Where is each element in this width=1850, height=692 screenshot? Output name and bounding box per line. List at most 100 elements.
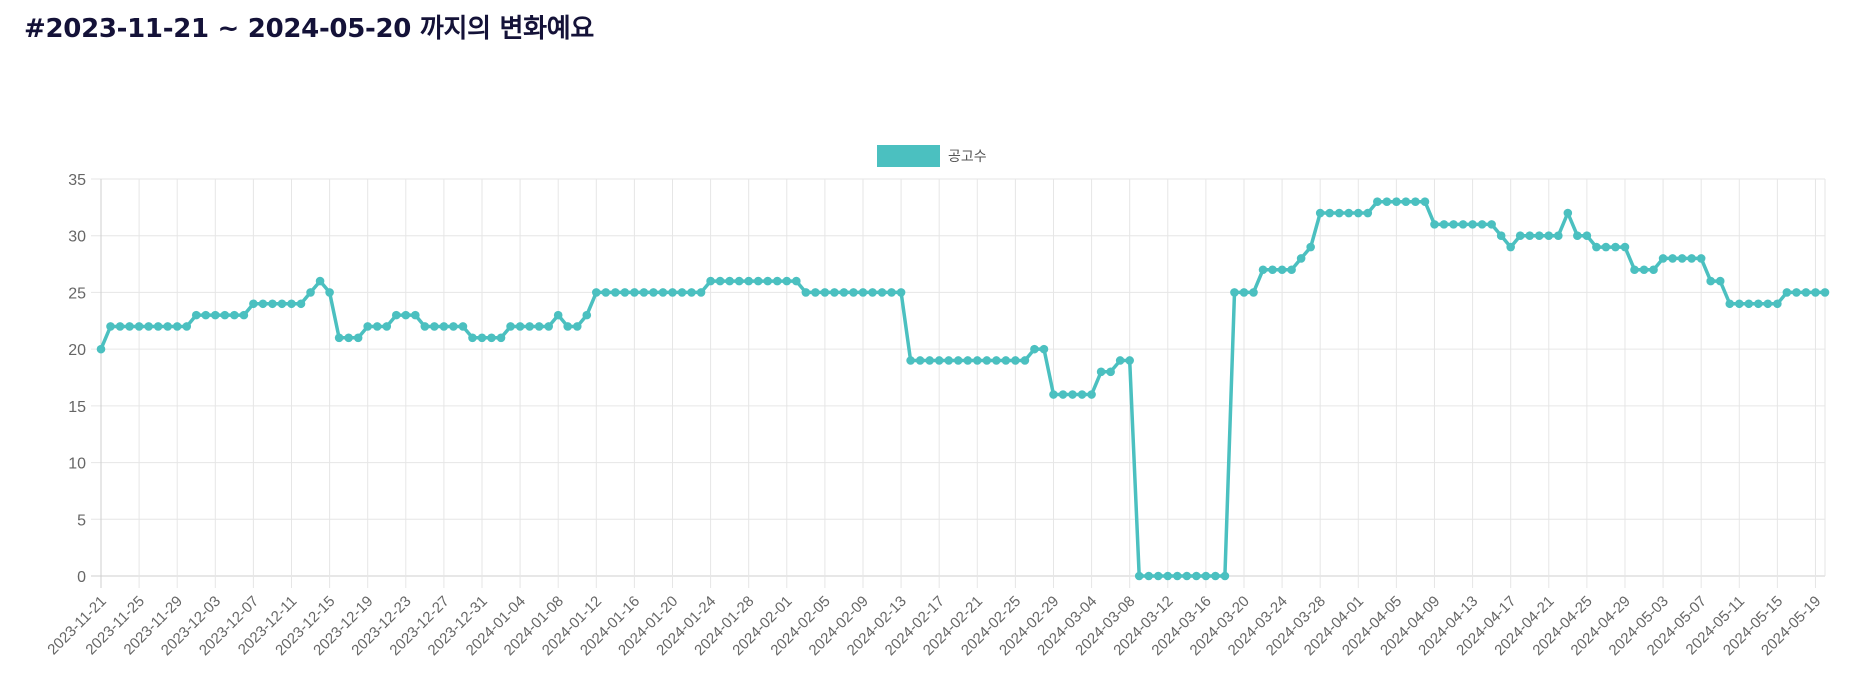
data-point [1125,356,1134,365]
data-point [868,288,877,297]
data-point [268,299,277,309]
data-point [1115,356,1125,365]
data-point [1715,276,1725,286]
data-point [96,344,106,354]
data-point [782,276,792,286]
data-point [1420,197,1430,206]
data-point [306,288,315,297]
data-point [1487,220,1496,229]
data-point [391,310,401,320]
data-point [430,322,439,331]
data-point [1601,242,1611,252]
data-point [1239,288,1249,297]
data-point [830,288,839,297]
data-point [772,276,782,286]
series-line [96,197,1830,581]
data-point [468,333,477,343]
legend[interactable]: 공고수 [877,145,987,167]
data-point [525,322,534,331]
data-point [372,322,382,331]
data-point [1268,265,1277,275]
data-point [1449,220,1458,229]
data-point [658,288,668,297]
data-point [1668,254,1677,263]
data-point [1192,571,1201,581]
data-point [792,276,801,286]
data-point [1630,265,1639,275]
data-point [1430,220,1439,229]
data-point [982,356,992,365]
y-axis: 0 5 10 15 20 25 30 35 [68,172,86,586]
data-point [458,322,468,331]
data-point [1611,242,1620,252]
data-point [858,288,868,297]
data-point [1773,299,1782,309]
data-point [1820,288,1830,297]
data-point [1658,254,1668,263]
data-point [1353,208,1363,218]
data-point [1468,220,1477,229]
data-point [668,288,677,297]
data-point [1687,254,1696,263]
data-point [420,322,430,331]
data-point [353,333,363,343]
data-point [877,288,887,297]
data-point [953,356,963,365]
data-point [344,333,353,343]
data-point [1725,299,1735,309]
y-tick-label: 15 [68,399,86,416]
data-point [1754,299,1763,309]
series-path [99,199,1825,578]
data-point [249,299,258,309]
data-point [1506,242,1515,252]
data-point [1096,367,1106,377]
data-point [725,276,734,286]
data-point [134,322,144,331]
data-point [230,310,239,320]
data-point [1782,288,1792,297]
data-point [277,299,287,309]
data-point [1306,242,1315,252]
data-point [144,322,153,331]
data-point [439,322,449,331]
x-axis: 2023-11-212023-11-252023-11-292023-12-03… [44,593,1824,659]
data-point [744,276,753,286]
data-point [1058,390,1068,399]
data-point [1734,299,1744,309]
y-tick-label: 5 [77,512,86,529]
data-point [1515,231,1525,241]
data-point [1144,571,1154,581]
data-point [553,310,563,320]
data-point [915,356,925,365]
data-point [972,356,982,365]
data-point [1563,208,1573,218]
data-point [1182,571,1192,581]
data-point [1039,344,1049,354]
data-point [820,288,830,297]
data-point [1211,571,1220,581]
data-point [125,322,134,331]
data-point [1544,231,1554,241]
data-point [1363,208,1373,218]
data-point [1744,299,1754,309]
data-point [210,310,220,320]
legend-swatch[interactable] [877,145,940,167]
data-point [1392,197,1401,206]
y-tick-label: 35 [68,172,86,189]
data-point [591,288,601,297]
data-point [334,333,344,343]
data-point [1706,276,1716,286]
data-point [1801,288,1811,297]
data-point [763,276,773,286]
data-point [1020,356,1030,365]
data-point [1677,254,1687,263]
data-point [811,288,820,297]
data-point [315,276,325,286]
legend-label[interactable]: 공고수 [948,149,987,165]
data-point [1173,571,1182,581]
data-point [1220,571,1230,581]
y-tick-label: 0 [77,569,86,586]
data-point [1534,231,1544,241]
y-tick-label: 20 [68,342,86,359]
data-point [1087,390,1096,399]
